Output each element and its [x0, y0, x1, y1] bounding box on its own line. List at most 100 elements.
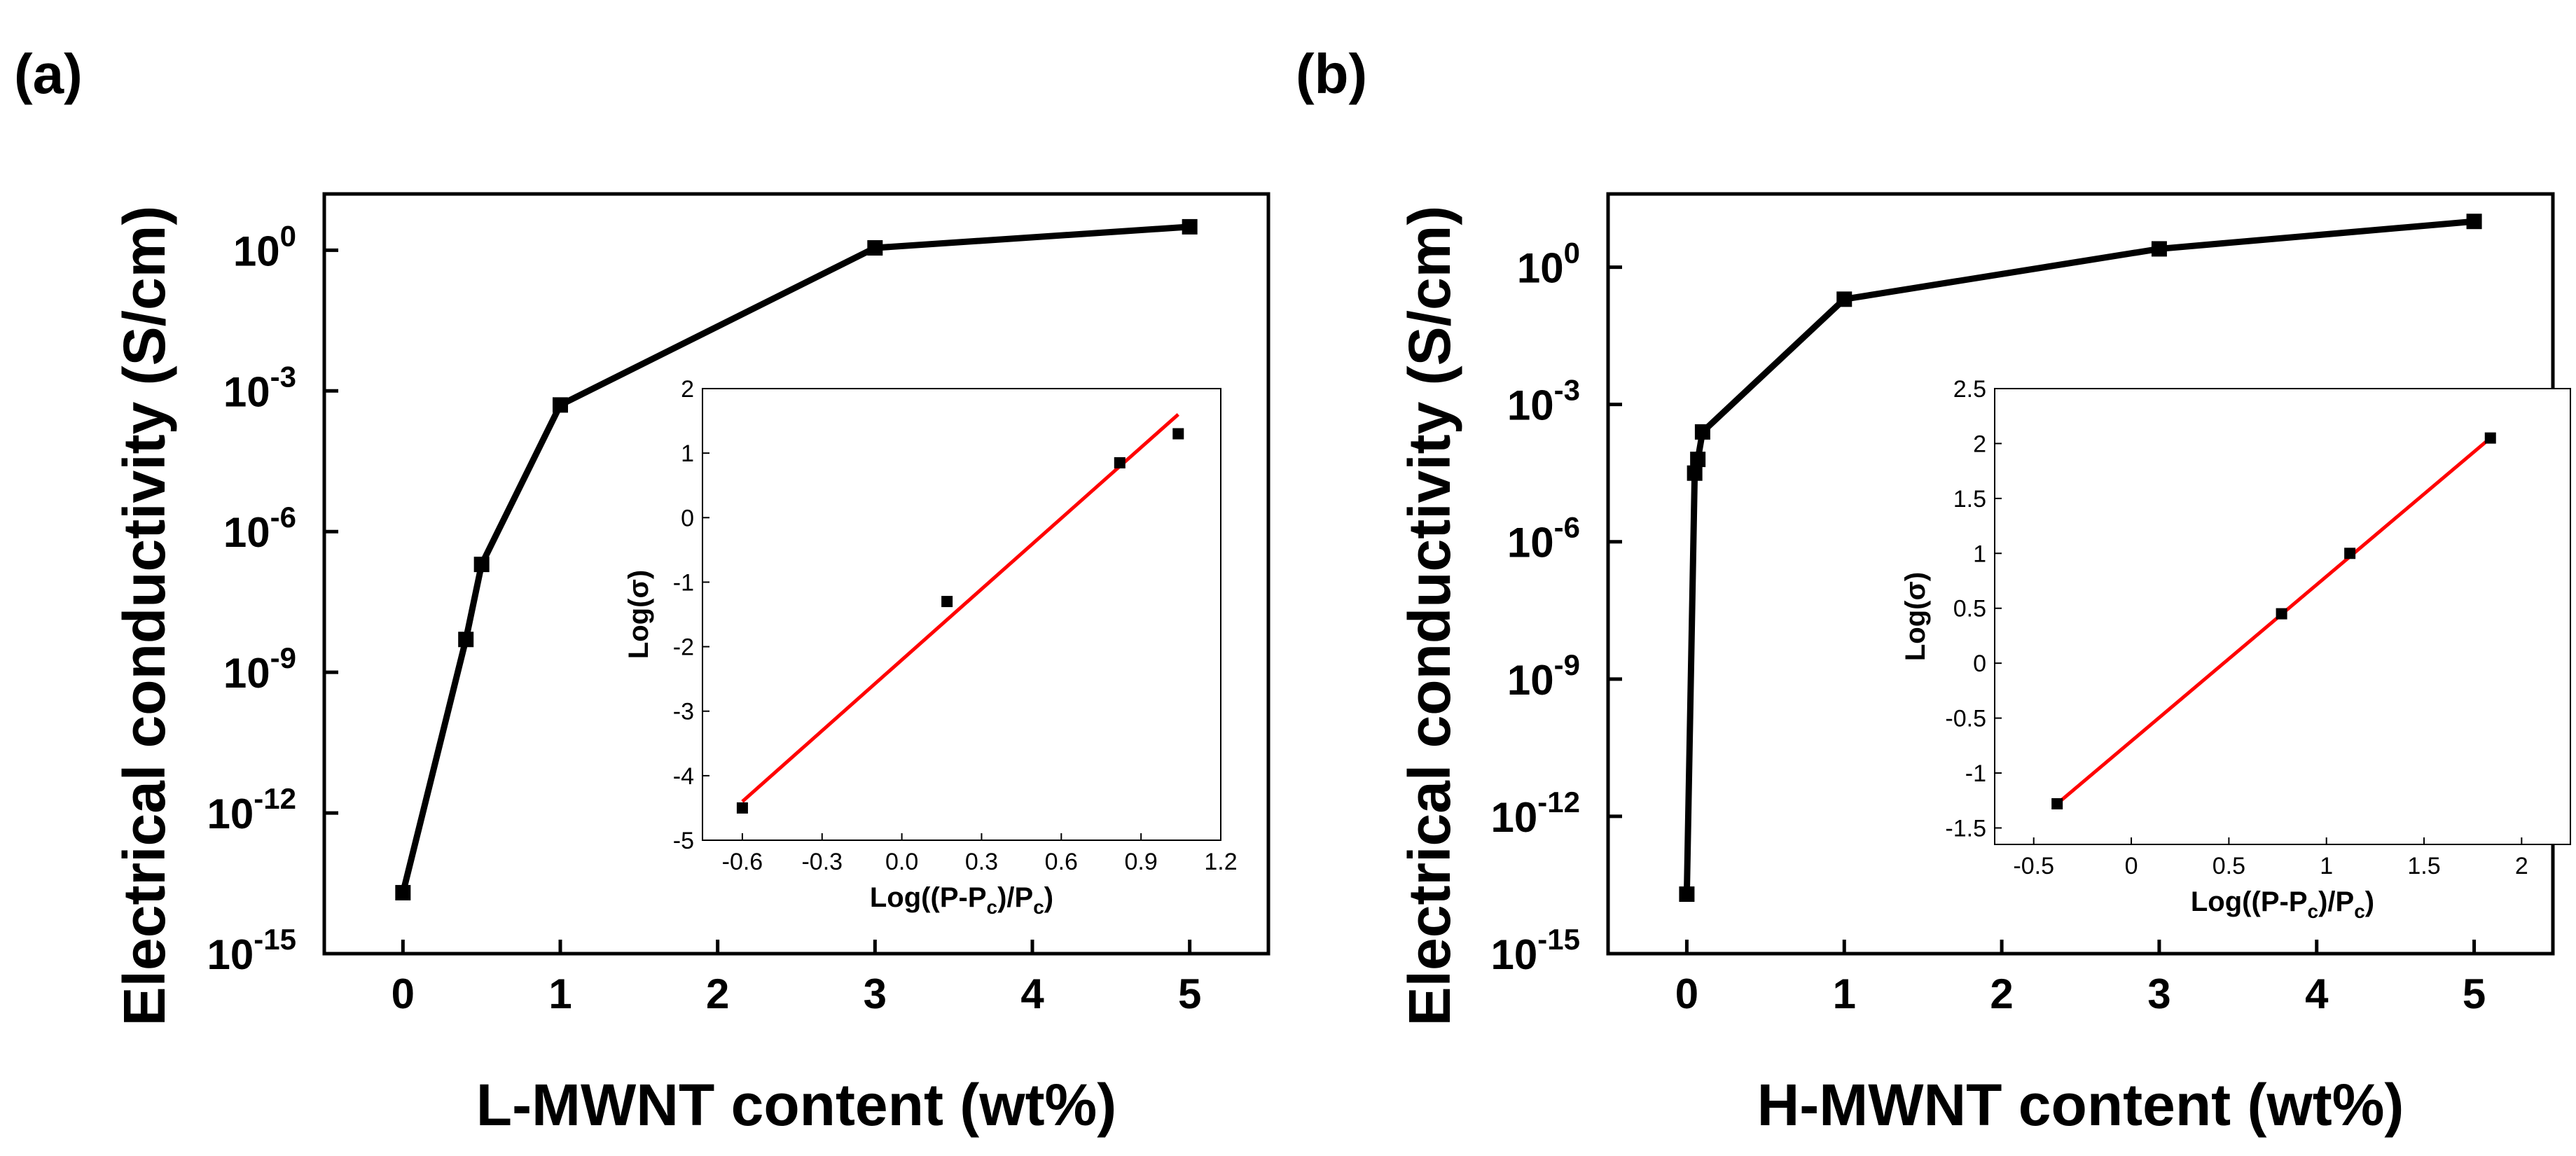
inset-x-tick-label: 0.9: [1125, 849, 1158, 875]
y-tick-base: 10: [1507, 657, 1554, 704]
y-tick-label: 10-6: [1507, 511, 1580, 566]
y-tick-exponent: 0: [1564, 237, 1580, 270]
inset-data-point: [2276, 608, 2287, 620]
y-tick-exponent: -15: [254, 923, 296, 956]
x-axis-label: L-MWNT content (wt%): [476, 1072, 1116, 1138]
inset: -0.6 -0.3 0.0 0.3 0.6 0.9 1.2 2 1 0 -1 -2 -3 -4 -5 Log(…: [623, 376, 1238, 918]
inset-fit-line: [2056, 436, 2492, 805]
y-tick-label: 10-3: [223, 360, 296, 415]
y-tick-label: 10-6: [223, 501, 296, 556]
inset-x-label-subscript: c: [2308, 900, 2319, 922]
y-tick-exponent: -3: [1554, 374, 1580, 407]
y-tick-exponent: -15: [1537, 923, 1580, 956]
inset-data-point: [1172, 428, 1184, 440]
data-point: [2151, 241, 2167, 257]
inset-y-tick-label: -1: [673, 569, 694, 596]
x-tick-label: 0: [1675, 970, 1698, 1017]
inset-x-tick-label: -0.5: [2013, 853, 2054, 879]
inset-x-axis-label: Log((P-Pc)/Pc): [870, 882, 1053, 918]
inset-x-label-subscript: c: [1033, 896, 1044, 918]
data-point: [1679, 886, 1695, 903]
data-point: [1836, 291, 1853, 307]
y-tick-exponent: 0: [280, 219, 296, 252]
y-tick-label: 10-15: [207, 923, 296, 978]
inset-data-point: [736, 802, 748, 814]
series-line: [399, 223, 1190, 894]
y-tick-exponent: -6: [270, 501, 296, 534]
y-tick-base: 10: [1507, 382, 1554, 429]
inset-x-tick-label: 1.2: [1204, 849, 1237, 875]
x-axis-label: H-MWNT content (wt%): [1757, 1072, 2404, 1138]
inset-x-tick-label: 0.3: [965, 849, 998, 875]
panel-label: (a): [14, 43, 83, 105]
y-tick-base: 10: [1507, 520, 1554, 566]
y-tick-label: 10-12: [207, 782, 296, 837]
inset-x-label-part: Log((P-P: [2191, 886, 2308, 917]
panel-b: (b)0 1 2 3 4 510-1510-1210-910-610-3100H-MWNT…: [1296, 43, 2571, 1138]
inset-y-tick-label: 2: [681, 376, 694, 403]
plot-frame: [322, 192, 1270, 956]
inset-x-tick-label: 0.5: [2213, 853, 2245, 879]
inset-y-tick-label: 2: [1973, 431, 1986, 457]
inset-x-label-part: )/P: [2318, 886, 2354, 917]
data-point: [1687, 465, 1703, 481]
y-tick-label: 100: [233, 219, 296, 274]
inset-x-label-subscript: c: [987, 896, 998, 918]
y-axis-label: Electrical conductivity (S/cm): [1397, 206, 1462, 1026]
inset-x-label-part: ): [1044, 882, 1053, 913]
inset-x-axis-label: Log((P-Pc)/Pc): [2191, 886, 2374, 922]
inset-data-point: [2344, 548, 2356, 559]
inset-x-tick-label: 0.0: [885, 849, 918, 875]
data-point: [1182, 218, 1198, 235]
inset-x-tick-label: 2: [2515, 853, 2528, 879]
inset-data-point: [941, 596, 953, 608]
inset-x-label-part: ): [2365, 886, 2374, 917]
inset-y-axis-label: Log(σ): [623, 570, 654, 659]
x-tick-label: 1: [1833, 970, 1856, 1017]
inset-x-label-part: )/P: [997, 882, 1033, 913]
data-point: [1694, 424, 1710, 440]
inset-data-point: [2484, 432, 2496, 444]
y-tick-base: 10: [1491, 794, 1538, 841]
inset-data-point: [1114, 457, 1126, 468]
inset-x-tick-label: -0.6: [722, 849, 763, 875]
y-tick-exponent: -6: [1554, 511, 1580, 544]
inset: -0.5 0 0.5 1 1.5 2 2.5 2 1.5 1 0.5 0 -0.5 -1 -1.5 Log((…: [1900, 376, 2571, 922]
inset-y-tick-label: 2.5: [1953, 376, 1986, 403]
y-tick-label: 100: [1517, 237, 1580, 292]
x-tick-label: 0: [392, 970, 415, 1017]
x-tick-label: 2: [1990, 970, 2013, 1017]
inset-x-tick-label: -0.3: [801, 849, 843, 875]
y-tick-base: 10: [223, 368, 270, 415]
inset-y-tick-label: 0: [1973, 650, 1986, 677]
y-tick-base: 10: [223, 509, 270, 556]
y-tick-base: 10: [207, 791, 254, 837]
y-tick-label: 10-9: [1507, 648, 1580, 704]
y-tick-base: 10: [1491, 931, 1538, 978]
y-tick-exponent: -12: [254, 782, 296, 815]
y-tick-exponent: -9: [270, 641, 296, 674]
inset-y-tick-label: 0: [681, 505, 694, 531]
data-point: [553, 397, 568, 413]
inset-y-tick-label: 1.5: [1953, 486, 1986, 513]
inset-y-tick-label: 0.5: [1953, 596, 1986, 622]
inset-y-axis-label: Log(σ): [1900, 572, 1931, 661]
inset-data-point: [2051, 798, 2063, 809]
data-point: [473, 557, 490, 573]
y-tick-base: 10: [207, 931, 254, 978]
inset-x-label-part: Log((P-P: [870, 882, 987, 913]
y-tick-label: 10-15: [1491, 923, 1580, 978]
y-tick-exponent: -3: [270, 360, 296, 393]
inset-fit-line: [741, 412, 1179, 803]
data-point: [395, 884, 411, 900]
x-tick-label: 4: [1020, 970, 1044, 1017]
inset-y-tick-label: 1: [681, 440, 694, 467]
y-tick-label: 10-3: [1507, 374, 1580, 429]
x-tick-label: 5: [2463, 970, 2486, 1017]
y-tick-label: 10-12: [1491, 786, 1580, 841]
inset-x-tick-label: 0: [2125, 853, 2138, 879]
inset-frame: [702, 388, 1221, 841]
inset-y-tick-label: -1: [1965, 760, 1986, 787]
x-tick-label: 2: [706, 970, 729, 1017]
inset-x-tick-label: 1.5: [2407, 853, 2440, 879]
